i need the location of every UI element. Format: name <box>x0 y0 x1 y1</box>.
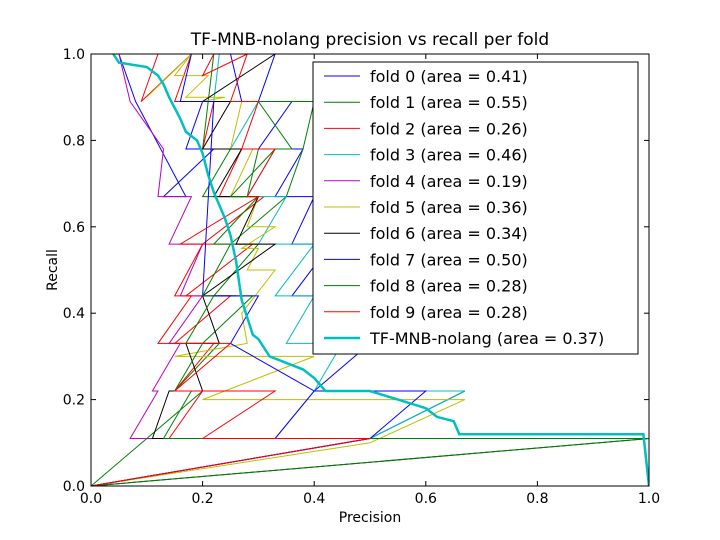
legend-label-4: fold 4 (area = 0.19) <box>370 172 528 191</box>
x-tick-label: 0.4 <box>303 491 325 507</box>
ticks-layer: 0.0 0.2 0.4 0.6 0.8 1.0 0.0 0.2 0.4 0.6 0.8 1.0 <box>63 47 660 507</box>
x-tick-label: 1.0 <box>638 491 660 507</box>
series-line-9 <box>91 54 371 486</box>
series-line-5 <box>91 54 466 486</box>
plot-frame <box>90 53 650 487</box>
legend-box <box>312 61 639 355</box>
legend-label-3: fold 3 (area = 0.46) <box>370 146 528 165</box>
legend-label-5: fold 5 (area = 0.36) <box>370 198 528 217</box>
y-tick-label: 0.6 <box>63 220 85 236</box>
series-line-8 <box>91 148 649 486</box>
series-layer <box>91 54 649 486</box>
legend-label-1: fold 1 (area = 0.55) <box>370 93 528 112</box>
y-tick-label: 0.0 <box>63 479 85 495</box>
y-tick-label: 0.8 <box>63 133 85 149</box>
series-line-10 <box>112 54 649 486</box>
chart-title: TF-MNB-nolang precision vs recall per fo… <box>190 30 549 50</box>
legend-label-2: fold 2 (area = 0.26) <box>370 119 528 138</box>
legend-label-0: fold 0 (area = 0.41) <box>370 67 528 86</box>
legend-label-7: fold 7 (area = 0.50) <box>370 250 528 269</box>
legend-label-8: fold 8 (area = 0.28) <box>370 277 528 296</box>
legend: fold 0 (area = 0.41) fold 1 (area = 0.55)… <box>312 61 639 355</box>
legend-label-9: fold 9 (area = 0.28) <box>370 303 528 322</box>
x-tick-label: 0.8 <box>526 491 548 507</box>
x-axis-label: Precision <box>339 510 401 526</box>
y-tick-label: 0.4 <box>63 306 85 322</box>
series-line-7 <box>91 54 428 486</box>
y-axis-label: Recall <box>45 249 61 291</box>
y-tick-label: 1.0 <box>63 47 85 63</box>
legend-label-6: fold 6 (area = 0.34) <box>370 224 528 243</box>
x-tick-label: 0.6 <box>415 491 437 507</box>
x-tick-label: 0.2 <box>191 491 213 507</box>
y-tick-label: 0.2 <box>63 393 85 409</box>
x-tick-label: 0.0 <box>80 491 102 507</box>
legend-label-10: TF-MNB-nolang (area = 0.37) <box>369 329 604 348</box>
